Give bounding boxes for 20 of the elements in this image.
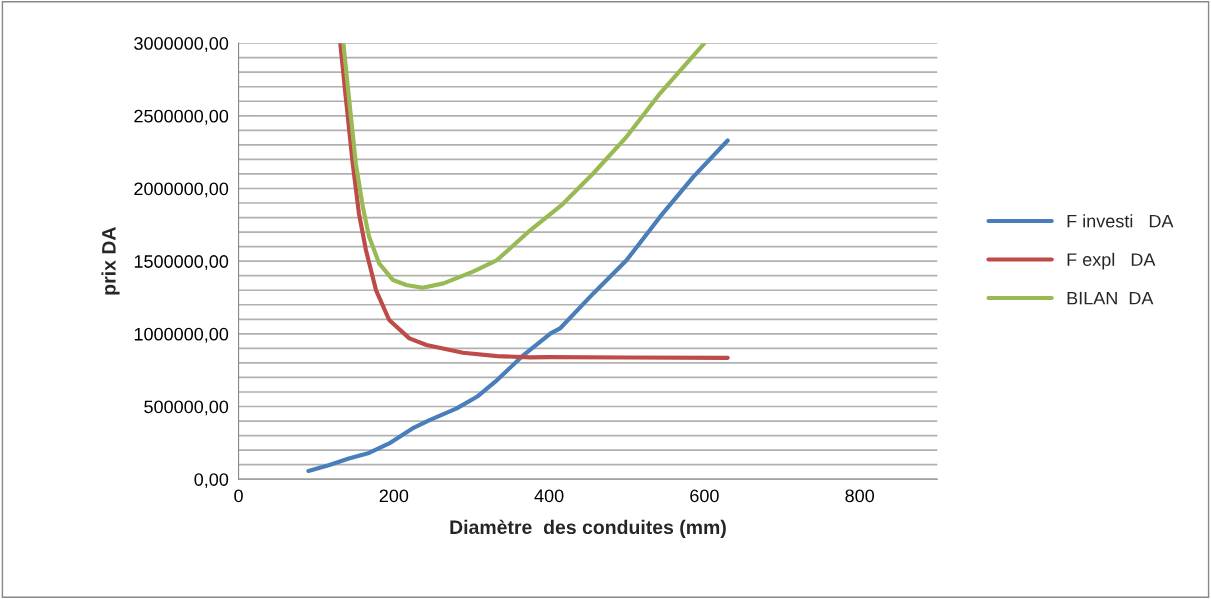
x-tick-label: 0 <box>234 489 243 503</box>
y-tick-label: 0,00 <box>194 473 229 489</box>
x-axis-title: Diamètre des conduites (mm) <box>450 519 726 538</box>
legend-label: F expl DA <box>1067 252 1156 270</box>
y-tick-label: 1500000,00 <box>134 255 229 271</box>
x-tick-label: 400 <box>534 489 564 503</box>
line-series <box>341 43 707 290</box>
x-tick-label: 800 <box>845 489 875 503</box>
y-tick-label: 1000000,00 <box>134 327 229 343</box>
y-tick-label: 500000,00 <box>144 400 229 416</box>
legend-label: F investi DA <box>1067 214 1174 228</box>
x-tick-label: 600 <box>690 489 719 503</box>
y-tick-label: 3000000,00 <box>134 37 229 52</box>
line-series <box>306 138 730 473</box>
legend-label: BILAN DA <box>1067 291 1154 305</box>
x-tick-label: 200 <box>379 489 409 503</box>
y-tick-label: 2500000,00 <box>134 109 229 125</box>
y-axis-title: prix DA <box>101 227 120 295</box>
line-series <box>338 43 730 360</box>
y-tick-label: 2000000,00 <box>134 182 229 198</box>
